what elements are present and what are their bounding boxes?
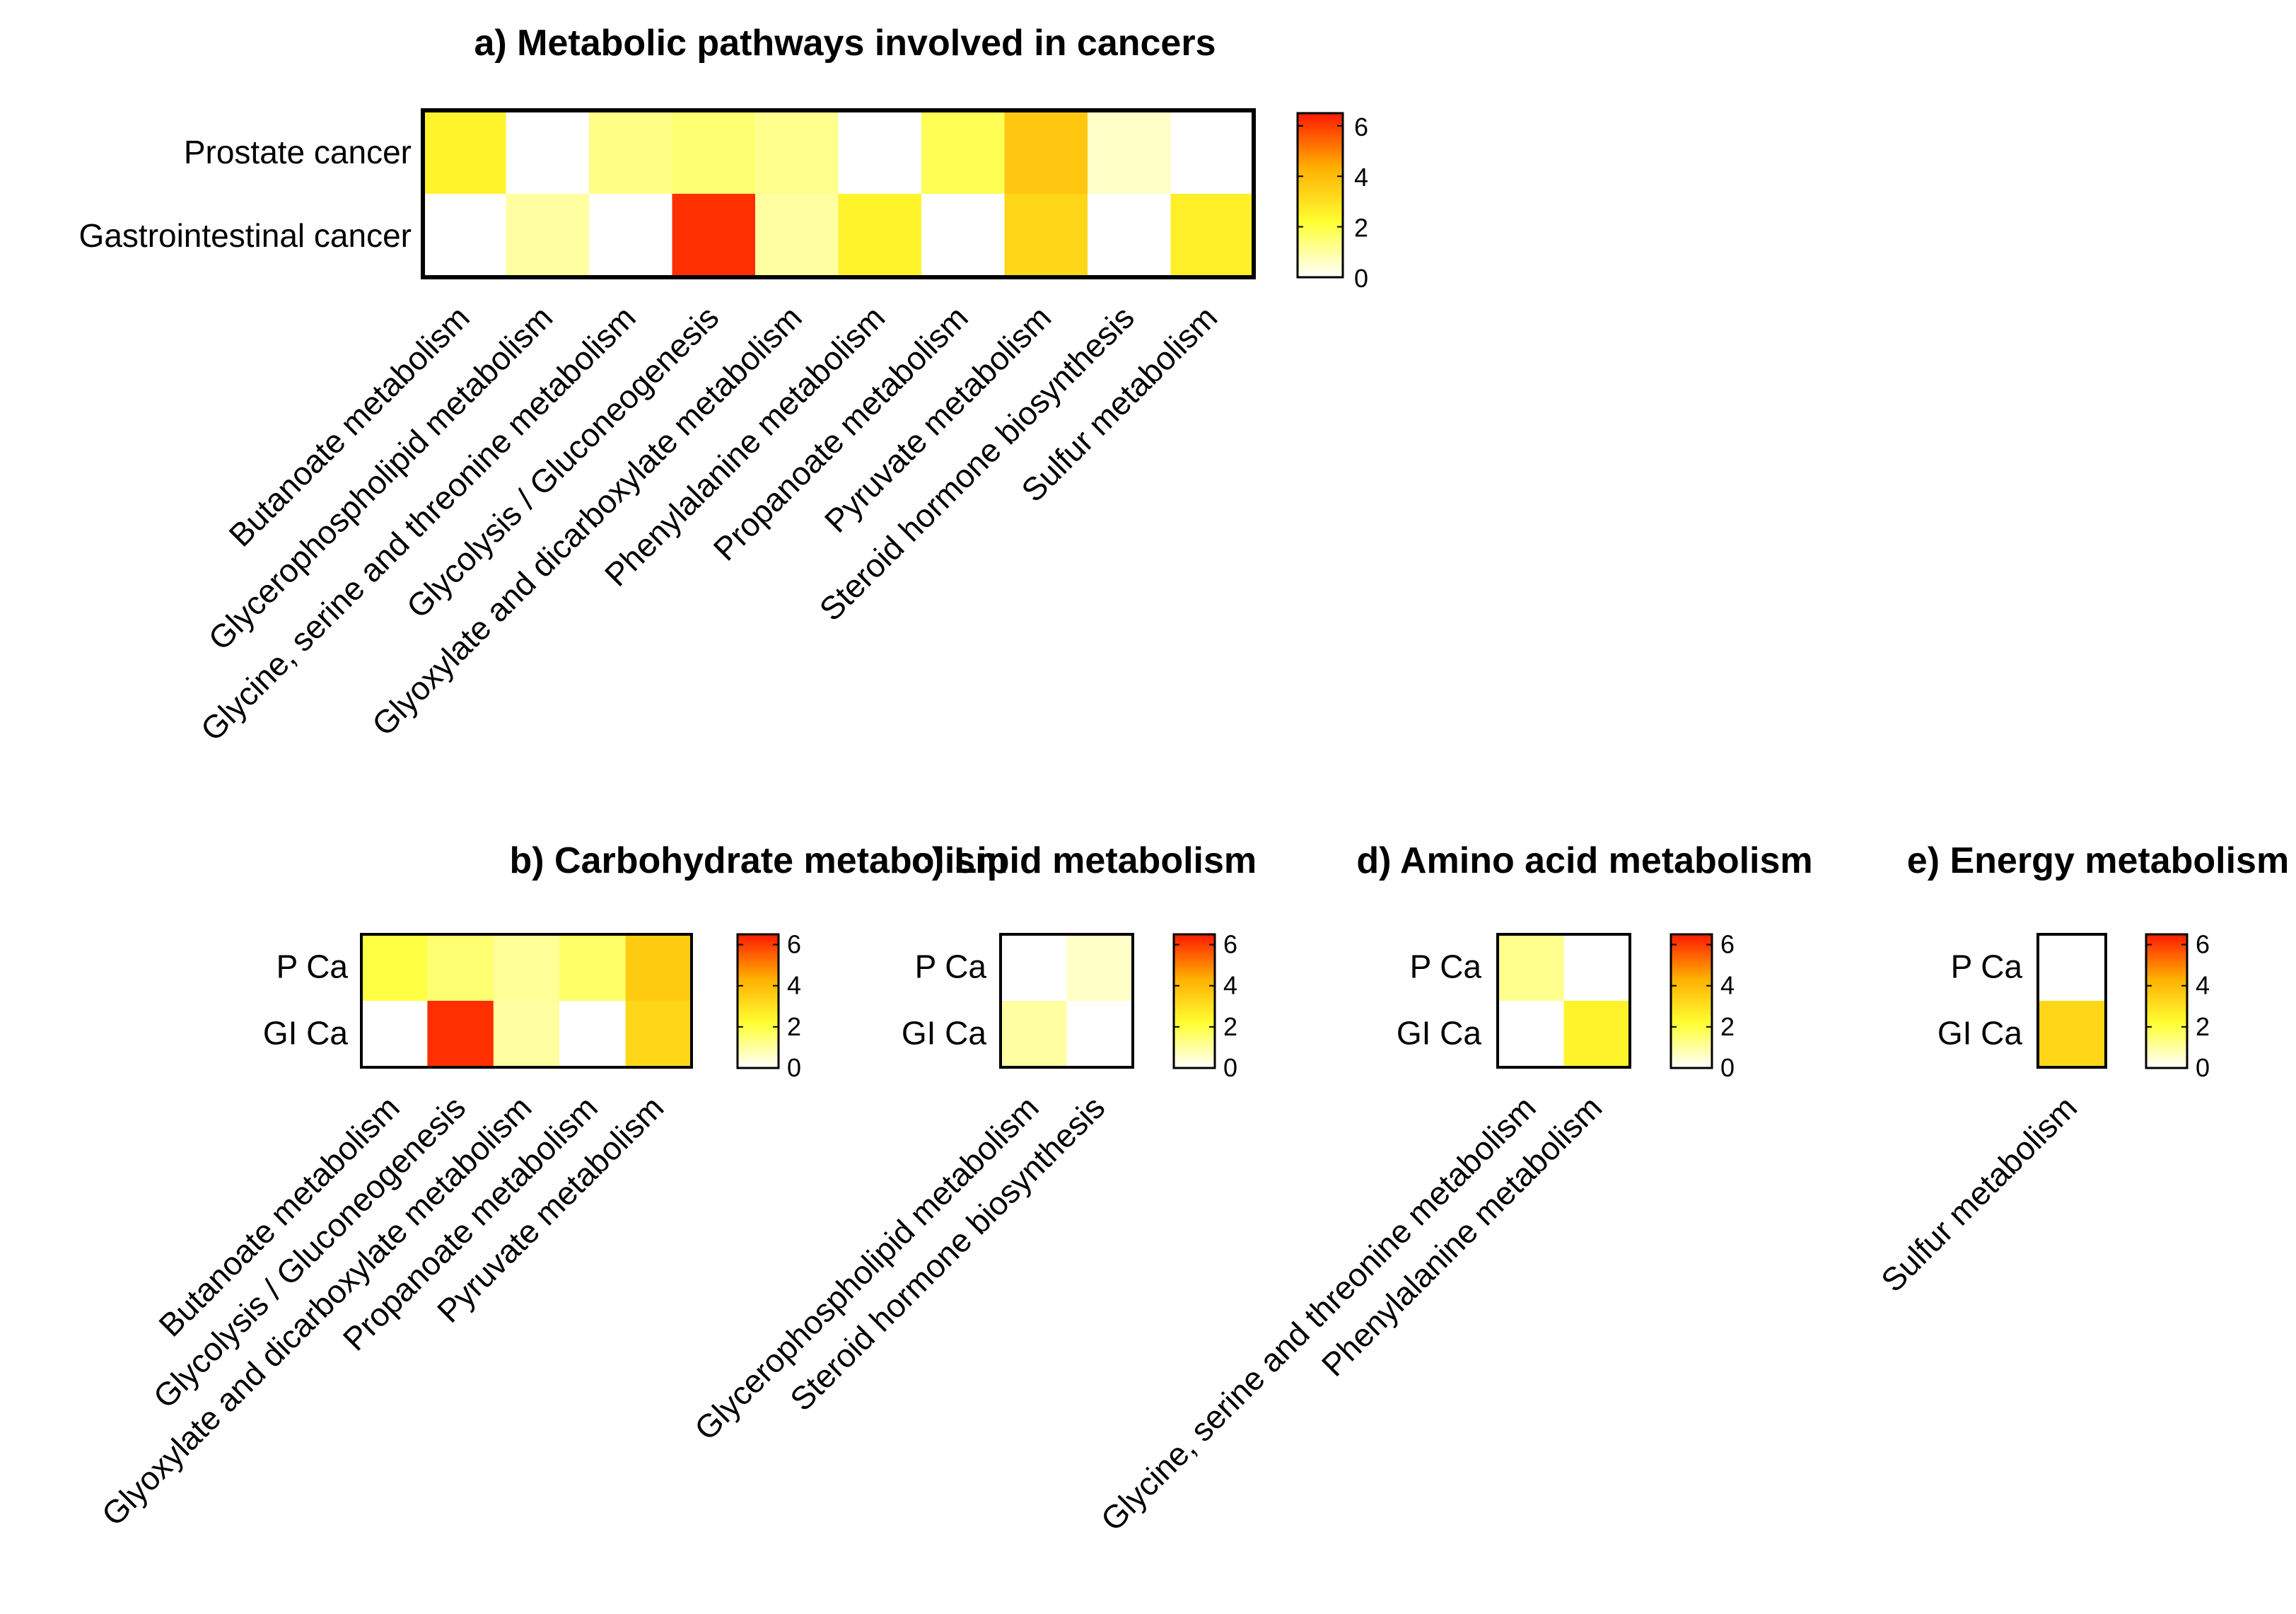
colorbar [1172, 933, 1216, 1069]
row-label: P Ca [1951, 948, 2023, 985]
heatmap-cell-r0-c4 [755, 110, 839, 195]
colorbar [2145, 933, 2189, 1069]
heatmap-cell-r0-c0 [1001, 934, 1068, 1002]
row-label: GI Ca [263, 1015, 349, 1052]
heatmap-cell-r0-c1 [1066, 934, 1134, 1002]
colorbar-tick-label: 0 [1223, 1053, 1237, 1082]
heatmap-cell-r0-c1 [1563, 934, 1631, 1002]
colorbar-tick-label: 6 [1720, 930, 1735, 959]
heatmap-cell-r1-c1 [427, 1001, 494, 1068]
heatmap-cell-r0-c0 [361, 934, 428, 1002]
heatmap-cell-r0-c3 [672, 110, 756, 195]
colorbar-tick-label: 2 [1354, 214, 1368, 243]
heatmap-cell-r1-c4 [625, 1001, 692, 1068]
heatmap-cell-r1-c1 [1563, 1001, 1631, 1068]
row-label: P Ca [1410, 948, 1482, 985]
heatmap-cell-r0-c2 [493, 934, 560, 1002]
heatmap-panel-a: a) Metabolic pathways involved in cancer… [79, 23, 1368, 748]
heatmap-frame [999, 933, 1134, 1069]
colorbar-tick-label: 4 [1354, 163, 1368, 192]
colorbar-tick-label: 4 [1720, 971, 1735, 1000]
heatmap-cell-r0-c1 [427, 934, 494, 1002]
heatmap-cell-r1-c0 [1498, 1001, 1565, 1068]
heatmap-cell-r1-c4 [755, 194, 839, 278]
row-label: Gastrointestinal cancer [79, 217, 412, 254]
heatmap-cell-r1-c6 [921, 194, 1006, 278]
colorbar-tick-label: 0 [1720, 1053, 1735, 1082]
heatmap-frame [2036, 933, 2107, 1069]
heatmap-cell-r0-c4 [625, 934, 692, 1002]
heatmap-cell-r0-c2 [589, 110, 673, 195]
colorbar [736, 933, 780, 1069]
column-label: Phenylalanine metabolism [1315, 1088, 1609, 1383]
colorbar-tick-label: 2 [1223, 1012, 1237, 1041]
heatmap-panel-e: e) Energy metabolism P Ca GI Ca Sulfur meta… [1874, 840, 2289, 1299]
heatmap-cell-r1-c3 [672, 194, 756, 278]
heatmap-cell-r0-c5 [838, 110, 922, 195]
row-label: Prostate cancer [184, 134, 412, 170]
colorbar-tick-label: 2 [1720, 1012, 1735, 1041]
heatmap-frame [360, 933, 693, 1069]
heatmap-panel-c: c) Lipid metabolism P Ca GI Ca Glycerophosp… [687, 840, 1257, 1447]
colorbar-tick-label: 0 [787, 1053, 801, 1082]
heatmap-cell-r0-c8 [1088, 110, 1172, 195]
chart-title: d) Amino acid metabolism [1356, 840, 1812, 881]
heatmap-cell-r1-c0 [423, 194, 507, 278]
heatmap-cell-r1-c1 [506, 194, 590, 278]
colorbar-tick-label: 6 [1223, 930, 1237, 959]
column-label: Glycine, serine and threonine metabolism [1094, 1088, 1543, 1538]
colorbar-tick-label: 0 [1354, 264, 1368, 293]
colorbar-tick-label: 6 [1354, 112, 1368, 141]
heatmap-cell-r1-c0 [2038, 1001, 2106, 1068]
heatmap-cell-r1-c8 [1088, 194, 1172, 278]
heatmap-cell-r0-c3 [559, 934, 627, 1002]
colorbar-tick-label: 2 [2196, 1012, 2210, 1041]
heatmap-cell-r1-c3 [559, 1001, 627, 1068]
heatmap-cell-r0-c0 [2038, 934, 2106, 1002]
heatmap-frame [421, 108, 1256, 279]
row-label: P Ca [915, 948, 987, 985]
heatmap-cell-r1-c2 [589, 194, 673, 278]
colorbar [1296, 112, 1344, 279]
colorbar-tick-label: 4 [787, 971, 801, 1000]
chart-title: e) Energy metabolism [1907, 840, 2289, 881]
heatmap-cell-r1-c7 [1004, 194, 1088, 278]
colorbar-tick-label: 2 [787, 1012, 801, 1041]
colorbar-tick-label: 4 [1223, 971, 1237, 1000]
chart-title: b) Carbohydrate metabolism [509, 840, 1008, 881]
colorbar-tick-label: 0 [2196, 1053, 2210, 1082]
heatmap-cell-r1-c5 [838, 194, 922, 278]
row-label: GI Ca [902, 1015, 987, 1052]
heatmap-cell-r1-c0 [361, 1001, 428, 1068]
heatmap-cell-r1-c0 [1001, 1001, 1068, 1068]
heatmap-cell-r0-c6 [921, 110, 1006, 195]
colorbar-tick-label: 4 [2196, 971, 2210, 1000]
heatmap-cell-r0-c0 [1498, 934, 1565, 1002]
colorbar [1669, 933, 1713, 1069]
chart-title: c) Lipid metabolism [911, 840, 1257, 881]
heatmap-cell-r0-c1 [506, 110, 590, 195]
heatmap-cell-r0-c9 [1170, 110, 1254, 195]
heatmap-cell-r0-c7 [1004, 110, 1088, 195]
colorbar-tick-label: 6 [787, 930, 801, 959]
row-label: GI Ca [1937, 1015, 2023, 1052]
heatmap-cell-r1-c1 [1066, 1001, 1134, 1068]
row-label: GI Ca [1397, 1015, 1482, 1052]
heatmap-cell-r1-c2 [493, 1001, 560, 1068]
row-label: P Ca [276, 948, 349, 985]
heatmap-frame [1496, 933, 1631, 1069]
colorbar-tick-label: 6 [2196, 930, 2210, 959]
column-label: Steroid hormone biosynthesis [783, 1088, 1112, 1417]
heatmap-cell-r0-c0 [423, 110, 507, 195]
column-label: Sulfur metabolism [1874, 1088, 2084, 1299]
heatmap-cell-r1-c9 [1170, 194, 1254, 278]
chart-title: a) Metabolic pathways involved in cancer… [474, 23, 1216, 64]
column-label: Glycerophospholipid metabolism [687, 1088, 1046, 1447]
